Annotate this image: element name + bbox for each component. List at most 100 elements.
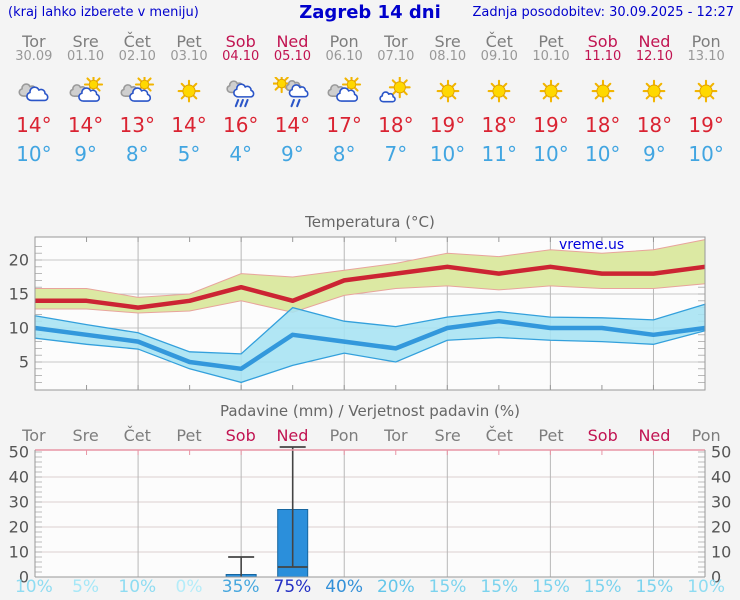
weather-icon-row	[8, 76, 732, 108]
day-date: 30.09	[15, 49, 53, 64]
precip-day-label: Čet	[123, 426, 151, 445]
day-date: 09.10	[480, 49, 518, 64]
weather-icon-cell	[577, 76, 629, 108]
day-date: 02.10	[118, 49, 156, 64]
precip-probability: 40%	[325, 577, 364, 597]
mostly-sunny-icon	[379, 76, 411, 102]
high-temp: 18°	[636, 113, 673, 137]
watermark-link[interactable]: vreme.us	[559, 237, 625, 253]
precip-probability: 15%	[583, 577, 622, 597]
precip-day-label: Pon	[329, 426, 359, 445]
day-column: Tor 30.09	[8, 33, 60, 64]
high-temp: 18°	[481, 113, 517, 137]
day-name: Pet	[538, 32, 564, 51]
low-temp: 9°	[643, 142, 666, 166]
day-column: Sre 08.10	[422, 33, 474, 64]
precip-probability: 15%	[428, 577, 467, 597]
precip-y-tick-left: 40	[9, 468, 29, 487]
high-temp: 13°	[119, 113, 155, 137]
weather-icon-cell	[215, 76, 267, 108]
high-temp: 14°	[171, 113, 207, 137]
high-temp: 18°	[378, 113, 414, 137]
precip-day-label: Sre	[434, 426, 461, 445]
precip-probability: 10%	[118, 577, 157, 597]
day-date: 07.10	[377, 49, 415, 64]
precip-probability: 35%	[221, 577, 260, 597]
sunny-icon	[591, 79, 615, 102]
max-temp-line	[35, 264, 706, 310]
precip-day-label: Sob	[587, 426, 618, 445]
day-name: Pet	[176, 32, 202, 51]
weather-icon-cell	[525, 76, 577, 108]
precip-probability: 10%	[687, 577, 726, 597]
day-column: Čet 09.10	[473, 33, 525, 64]
day-date: 13.10	[687, 49, 725, 64]
day-date: 03.10	[170, 49, 208, 64]
high-temp: 16°	[222, 113, 259, 137]
day-column: Sob 11.10	[577, 33, 629, 64]
sun-showers-icon	[273, 76, 309, 107]
precip-y-tick-left: 50	[9, 445, 29, 462]
precip-y-tick-right: 20	[711, 518, 731, 537]
page-title: Zagreb 14 dni	[299, 2, 441, 23]
high-temp: 19°	[688, 113, 724, 137]
weather-icon-cell	[370, 76, 422, 108]
day-column: Sre 01.10	[60, 33, 112, 64]
weather-icon-cell	[629, 76, 681, 108]
day-date: 04.10	[222, 49, 260, 64]
day-name: Sob	[587, 32, 618, 51]
day-date: 01.10	[66, 49, 105, 64]
sunny-icon	[436, 79, 459, 102]
precip-y-tick-left: 20	[9, 518, 29, 537]
day-name: Sob	[225, 32, 256, 51]
day-date: 10.10	[532, 49, 570, 64]
precip-probability: 10%	[14, 577, 53, 597]
day-column: Čet 02.10	[111, 33, 163, 64]
sunny-icon	[487, 79, 511, 102]
precipitation-chart: 0 0 10 10 20 20 30 30 40 40 50 50	[9, 445, 732, 586]
high-temp: 19°	[533, 113, 569, 137]
precip-probability: 15%	[480, 577, 519, 597]
precip-day-label: Ned	[638, 426, 671, 445]
precip-day-label: Pet	[538, 426, 564, 445]
day-name: Ned	[638, 32, 671, 51]
temperature-chart: 5 10 15 20	[9, 236, 706, 391]
day-name: Sre	[72, 32, 99, 51]
precip-day-label: Ned	[276, 426, 309, 445]
low-temp: 8°	[332, 142, 356, 166]
precip-day-label: Pet	[176, 426, 202, 445]
day-name: Pon	[329, 32, 359, 51]
low-temp: 9°	[74, 142, 97, 166]
precip-y-tick-left: 10	[9, 543, 29, 562]
high-temp: 18°	[584, 113, 621, 137]
precip-day-label: Sob	[225, 426, 256, 445]
high-temp: 19°	[429, 113, 466, 137]
sunny-icon	[539, 79, 563, 102]
precip-day-label: Čet	[485, 426, 513, 445]
low-temp: 8°	[125, 142, 149, 166]
high-temp: 17°	[326, 113, 362, 137]
precip-day-label: Tor	[22, 426, 46, 445]
day-name: Sre	[434, 32, 461, 51]
rain-icon	[226, 79, 255, 107]
low-temp-row: 10° 9° 8° 5° 4° 9° 8° 7° 10° 11° 10° 10° 9° 10°	[8, 142, 732, 166]
sunny-icon	[643, 79, 666, 102]
precip-probability: 20%	[376, 577, 415, 597]
day-name: Pon	[691, 32, 721, 51]
temp-chart-title: Temperatura (°C)	[305, 213, 435, 231]
partly-sunny-icon	[327, 76, 362, 102]
low-temp: 10°	[688, 142, 724, 166]
day-date: 06.10	[325, 49, 363, 64]
high-temp: 14°	[67, 113, 104, 137]
precip-day-label: Pon	[691, 426, 721, 445]
cloudy-icon	[18, 82, 49, 101]
weather-icon-cell	[680, 76, 732, 108]
day-column: Pon 06.10	[318, 33, 370, 64]
precip-y-tick-left: 30	[9, 493, 29, 512]
precip-probability: 0%	[175, 577, 203, 597]
day-name: Tor	[22, 32, 46, 51]
last-updated: Zadnja posodobitev: 30.09.2025 - 12:27	[472, 5, 734, 20]
precip-y-tick-left: 0	[19, 568, 29, 586]
day-column: Pon 13.10	[680, 33, 732, 64]
low-temp: 9°	[281, 142, 304, 166]
